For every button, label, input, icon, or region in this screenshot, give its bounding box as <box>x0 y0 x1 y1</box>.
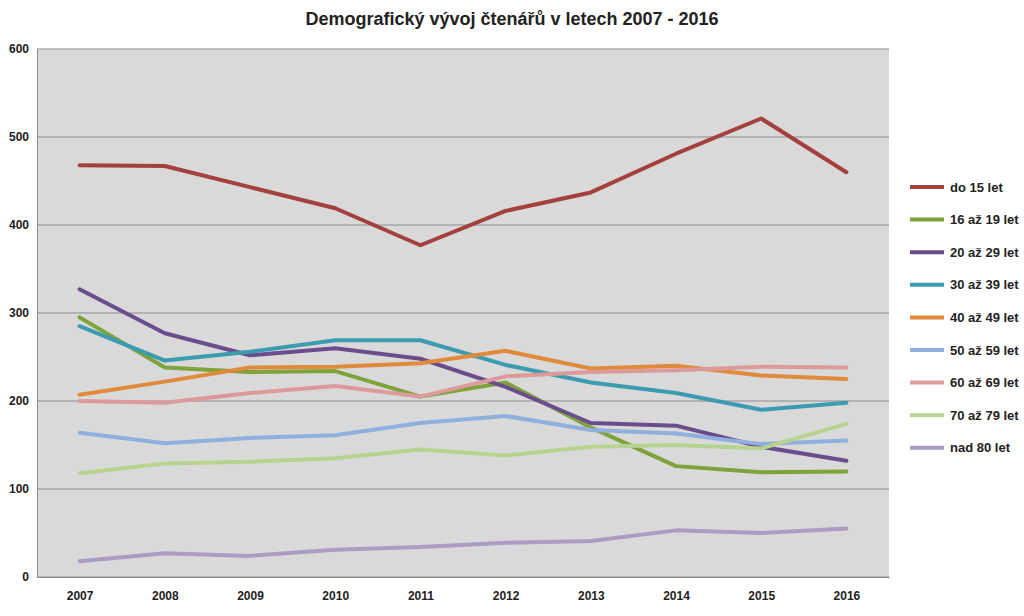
y-axis: 0 100 200 300 400 500 600 <box>9 42 38 584</box>
legend-swatch <box>910 348 944 352</box>
legend-label: 50 až 59 let <box>950 343 1019 358</box>
y-tick-label: 500 <box>9 130 29 144</box>
legend-swatch <box>910 250 944 254</box>
x-axis: 2007 2008 2009 2010 2011 2012 2013 2014 2015 2016 <box>38 577 890 603</box>
series-line <box>80 367 847 403</box>
y-tick-label: 400 <box>9 218 29 232</box>
x-tick-label: 2015 <box>748 589 775 603</box>
plot-background <box>37 49 889 577</box>
x-tick-label: 2011 <box>408 589 434 603</box>
series-line <box>80 529 847 562</box>
legend-swatch <box>910 185 944 189</box>
y-tick: 400 <box>9 218 37 232</box>
series-line <box>80 416 847 444</box>
x-tick-label: 2008 <box>152 589 179 603</box>
legend-swatch <box>910 283 944 287</box>
y-tick: 600 <box>9 42 37 56</box>
series-line <box>80 119 847 246</box>
legend-swatch <box>910 315 944 319</box>
legend-label: nad 80 let <box>950 440 1011 455</box>
legend-swatch <box>910 446 944 450</box>
x-tick: 2009 <box>237 577 264 603</box>
lines <box>80 119 847 562</box>
y-tick-label: 600 <box>9 42 29 56</box>
x-tick-label: 2014 <box>663 589 690 603</box>
grid-line <box>37 489 889 490</box>
grid-line <box>37 49 889 50</box>
series-line <box>80 424 847 473</box>
title: Demografický vývoj čtenářů v letech 2007… <box>305 9 718 29</box>
x-tick: 2008 <box>152 577 179 603</box>
y-tick: 100 <box>9 482 37 496</box>
legend-label: 20 až 29 let <box>950 245 1019 260</box>
grid-line <box>37 313 889 314</box>
x-tick: 2013 <box>578 577 605 603</box>
legend-swatch <box>910 381 944 385</box>
y-tick: 500 <box>9 130 37 144</box>
y-tick: 300 <box>9 306 37 320</box>
legend-label: do 15 let <box>950 180 1003 195</box>
x-tick-label: 2010 <box>322 589 349 603</box>
x-tick-label: 2009 <box>237 589 264 603</box>
legend-label: 30 až 39 let <box>950 277 1019 292</box>
x-tick: 2007 <box>67 577 94 603</box>
series-line <box>80 326 847 410</box>
x-tick-label: 2013 <box>578 589 605 603</box>
chart: Demografický vývoj čtenářů v letech 2007… <box>0 0 1024 616</box>
legend-swatch <box>910 218 944 222</box>
legend-swatch <box>910 413 944 417</box>
legend-label: 40 až 49 let <box>950 310 1019 325</box>
x-tick: 2016 <box>834 577 861 603</box>
legend-label: 70 až 79 let <box>950 408 1019 423</box>
y-tick-label: 0 <box>22 570 29 584</box>
x-tick: 2010 <box>322 577 349 603</box>
grid-line <box>37 225 889 226</box>
y-tick-label: 300 <box>9 306 29 320</box>
grid <box>37 49 889 577</box>
legend-label: 16 až 19 let <box>950 212 1019 227</box>
legend-label: 60 až 69 let <box>950 375 1019 390</box>
y-axis-line <box>37 50 38 578</box>
grid-line <box>37 137 889 138</box>
x-tick-label: 2016 <box>834 589 861 603</box>
x-axis-line <box>38 577 890 578</box>
series-line <box>80 289 847 461</box>
x-tick-label: 2007 <box>67 589 94 603</box>
legend: do 15 let 16 až 19 let 20 až 29 let 30 až 3… <box>910 180 1019 456</box>
y-tick-label: 100 <box>9 482 29 496</box>
grid-line <box>37 577 889 578</box>
y-tick-label: 200 <box>9 394 29 408</box>
y-tick: 200 <box>9 394 37 408</box>
x-tick: 2012 <box>493 577 520 603</box>
x-tick: 2014 <box>663 577 690 603</box>
y-tick: 0 <box>22 570 37 584</box>
x-tick-label: 2012 <box>493 589 520 603</box>
x-tick: 2015 <box>748 577 775 603</box>
x-tick: 2011 <box>408 577 434 603</box>
